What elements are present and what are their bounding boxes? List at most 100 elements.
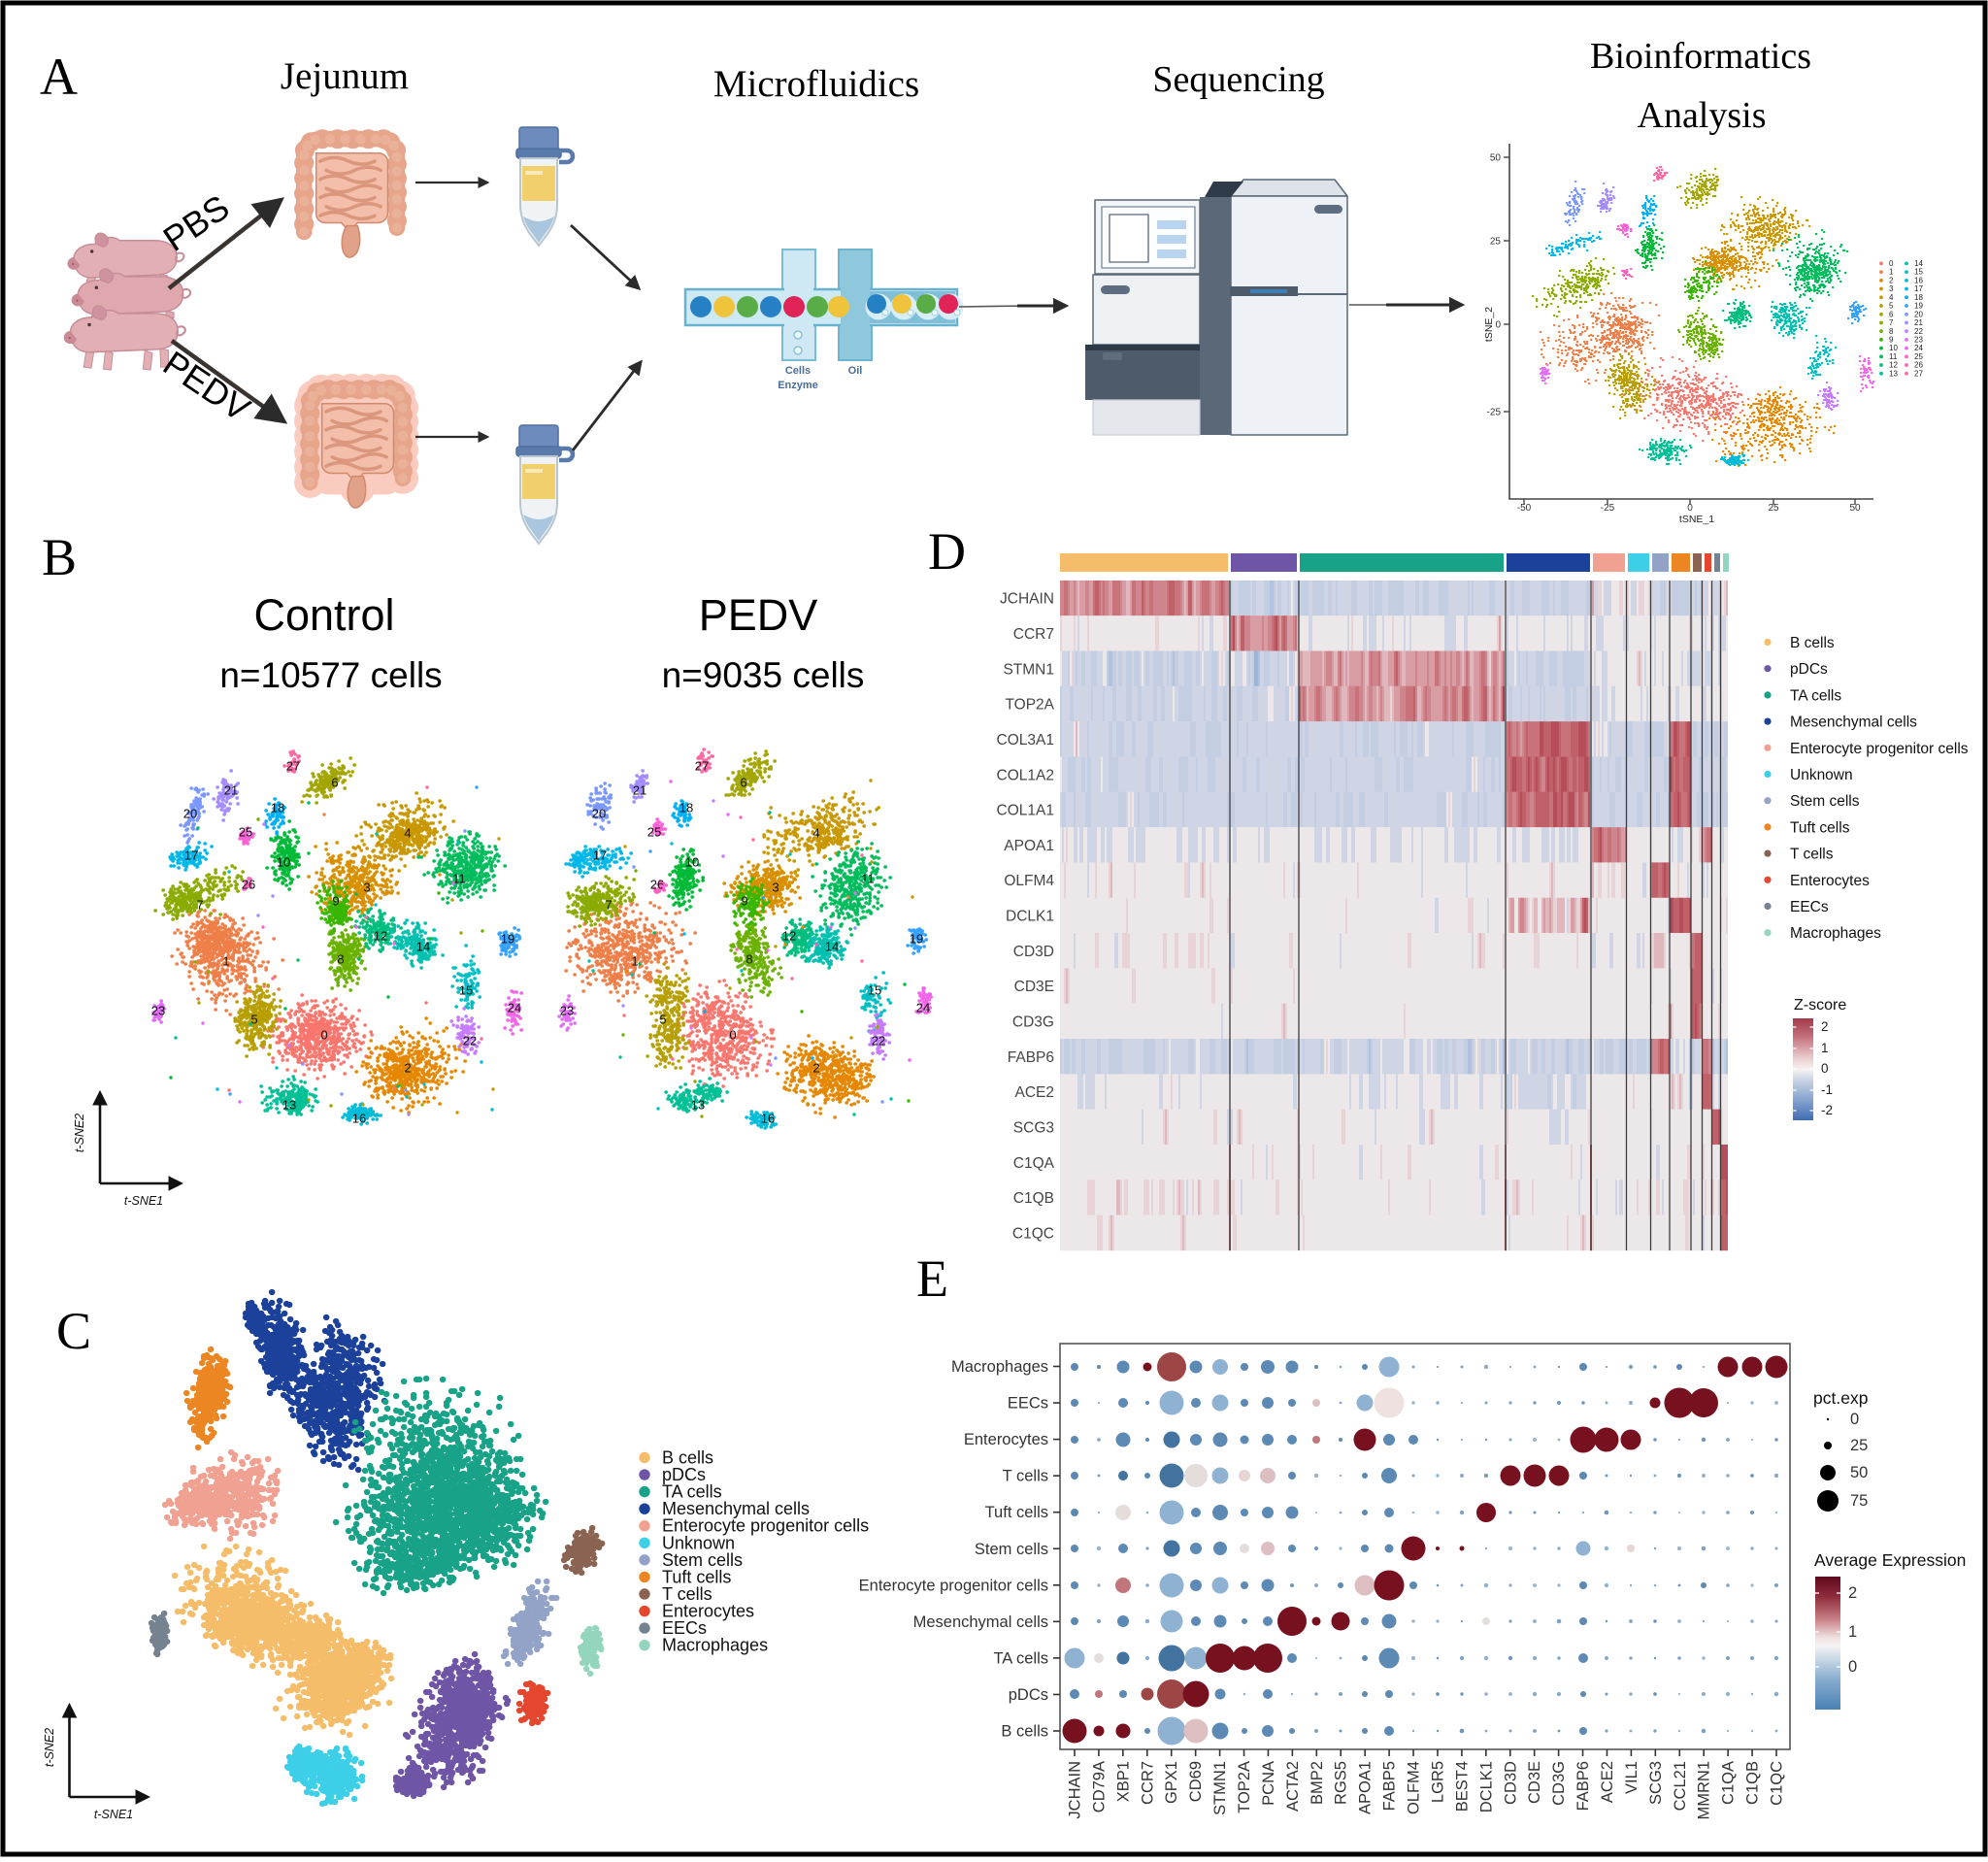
svg-text:5: 5: [659, 1013, 666, 1027]
svg-text:4: 4: [1889, 293, 1894, 302]
svg-text:CD3D: CD3D: [1013, 944, 1054, 960]
svg-text:26: 26: [242, 878, 255, 892]
svg-text:10: 10: [1889, 344, 1898, 352]
svg-text:18: 18: [271, 801, 284, 815]
svg-text:SCG3: SCG3: [1647, 1761, 1665, 1805]
svg-text:TA cells: TA cells: [1790, 687, 1841, 704]
svg-text:50: 50: [1490, 153, 1502, 164]
svg-text:3: 3: [772, 881, 779, 895]
svg-text:1: 1: [631, 954, 638, 969]
svg-text:B cells: B cells: [662, 1448, 713, 1468]
svg-text:0: 0: [1848, 1658, 1857, 1676]
svg-text:tSNE_2: tSNE_2: [1483, 307, 1495, 342]
svg-text:17: 17: [184, 848, 198, 863]
svg-text:Analysis: Analysis: [1638, 95, 1767, 136]
svg-text:-1: -1: [1821, 1082, 1833, 1097]
svg-text:2: 2: [1889, 276, 1894, 284]
svg-text:11: 11: [1889, 352, 1898, 361]
svg-text:7: 7: [1889, 318, 1894, 327]
svg-text:T cells: T cells: [662, 1584, 712, 1604]
svg-text:24: 24: [508, 1001, 521, 1015]
svg-text:16: 16: [352, 1112, 366, 1126]
svg-text:COL3A1: COL3A1: [997, 732, 1054, 748]
svg-text:-25: -25: [1487, 408, 1502, 418]
svg-text:n=9035 cells: n=9035 cells: [662, 655, 865, 695]
svg-text:Mesenchymal cells: Mesenchymal cells: [1790, 715, 1917, 731]
svg-text:25: 25: [1490, 237, 1502, 248]
svg-text:75: 75: [1850, 1492, 1868, 1510]
svg-text:Macrophages: Macrophages: [1790, 925, 1881, 942]
svg-text:18: 18: [1914, 293, 1923, 302]
svg-text:ACE2: ACE2: [1599, 1761, 1616, 1803]
svg-text:Control: Control: [253, 590, 394, 640]
svg-text:18: 18: [679, 801, 693, 815]
svg-text:Enterocytes: Enterocytes: [1790, 873, 1870, 889]
svg-text:20: 20: [592, 807, 606, 821]
svg-text:B cells: B cells: [1790, 635, 1835, 651]
svg-text:21: 21: [224, 783, 238, 798]
svg-text:2: 2: [1848, 1584, 1857, 1602]
svg-text:pDCs: pDCs: [662, 1465, 706, 1484]
svg-text:CD3G: CD3G: [1550, 1761, 1568, 1806]
svg-text:8: 8: [1889, 327, 1894, 336]
svg-text:Enterocyte progenitor cells: Enterocyte progenitor cells: [662, 1516, 869, 1536]
svg-text:RGS5: RGS5: [1333, 1761, 1350, 1805]
svg-text:BMP2: BMP2: [1309, 1761, 1326, 1805]
svg-text:C1QB: C1QB: [1013, 1190, 1054, 1207]
svg-text:25: 25: [647, 825, 661, 840]
svg-text:Bioinformatics: Bioinformatics: [1590, 36, 1811, 77]
svg-text:1: 1: [1848, 1623, 1857, 1641]
svg-text:5: 5: [250, 1013, 257, 1027]
svg-text:t-SNE2: t-SNE2: [73, 1114, 86, 1152]
svg-text:B cells: B cells: [1001, 1723, 1048, 1741]
svg-text:6: 6: [1889, 310, 1894, 318]
svg-text:9: 9: [1889, 335, 1894, 344]
svg-text:CD3E: CD3E: [1014, 979, 1054, 995]
svg-text:Enterocytes: Enterocytes: [964, 1431, 1048, 1448]
svg-text:24: 24: [1914, 344, 1923, 352]
svg-text:19: 19: [1914, 302, 1923, 311]
svg-text:13: 13: [282, 1098, 296, 1113]
svg-text:PCNA: PCNA: [1260, 1761, 1277, 1806]
svg-text:DCLK1: DCLK1: [1477, 1761, 1495, 1812]
svg-text:EECs: EECs: [662, 1618, 707, 1638]
svg-text:T cells: T cells: [1790, 847, 1834, 863]
svg-text:12: 12: [374, 929, 387, 944]
svg-text:Stem cells: Stem cells: [1790, 793, 1860, 810]
svg-text:7: 7: [196, 898, 203, 913]
svg-text:14: 14: [825, 940, 839, 954]
svg-text:10: 10: [685, 855, 699, 870]
svg-text:GPX1: GPX1: [1163, 1761, 1180, 1804]
svg-text:24: 24: [916, 1001, 930, 1015]
svg-text:C1QC: C1QC: [1012, 1225, 1054, 1242]
svg-text:25: 25: [239, 825, 252, 840]
svg-text:t-SNE1: t-SNE1: [124, 1194, 163, 1208]
svg-text:Enterocyte progenitor cells: Enterocyte progenitor cells: [859, 1577, 1048, 1594]
svg-text:21: 21: [1914, 318, 1923, 327]
svg-text:C: C: [56, 1302, 91, 1360]
svg-text:C1QB: C1QB: [1744, 1761, 1762, 1805]
svg-text:C1QA: C1QA: [1720, 1761, 1738, 1805]
svg-text:0: 0: [320, 1028, 327, 1043]
svg-text:15: 15: [868, 983, 881, 998]
svg-text:CCL21: CCL21: [1672, 1761, 1689, 1811]
svg-text:FABP5: FABP5: [1381, 1761, 1399, 1811]
svg-text:VIL1: VIL1: [1623, 1761, 1640, 1794]
svg-text:20: 20: [1914, 310, 1923, 318]
svg-text:22: 22: [1914, 327, 1923, 336]
svg-text:Z-score: Z-score: [1794, 997, 1846, 1014]
svg-text:Tuft cells: Tuft cells: [1790, 819, 1850, 836]
svg-text:Stem cells: Stem cells: [662, 1550, 743, 1570]
svg-text:t-SNE2: t-SNE2: [43, 1728, 56, 1767]
svg-text:FABP6: FABP6: [1008, 1049, 1054, 1066]
svg-text:3: 3: [363, 881, 370, 895]
svg-text:26: 26: [650, 878, 664, 892]
svg-text:B: B: [42, 528, 77, 586]
svg-text:CD69: CD69: [1187, 1761, 1205, 1802]
svg-text:12: 12: [1889, 361, 1898, 370]
svg-text:EECs: EECs: [1008, 1395, 1048, 1413]
svg-text:16: 16: [761, 1112, 775, 1126]
svg-text:20: 20: [183, 807, 197, 821]
svg-text:1: 1: [222, 954, 229, 969]
svg-text:0: 0: [729, 1028, 736, 1043]
